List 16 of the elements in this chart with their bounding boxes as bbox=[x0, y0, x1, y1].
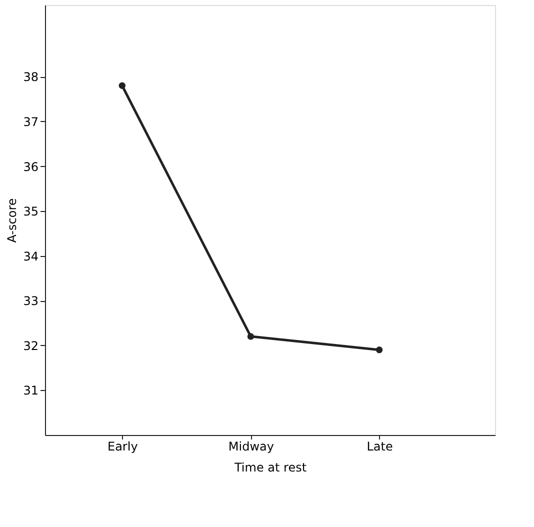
point bbox=[118, 82, 126, 89]
x-tick-label: Late bbox=[366, 440, 393, 454]
point bbox=[247, 333, 254, 340]
y-tick-label: 37 bbox=[23, 114, 38, 129]
y-tick-label: 38 bbox=[23, 70, 38, 84]
y-axis-title: A-score bbox=[5, 198, 20, 243]
x-tick-label: Midway bbox=[228, 440, 274, 454]
x-axis-title: Time at rest bbox=[233, 460, 307, 474]
y-tick-label: 33 bbox=[23, 294, 38, 308]
y-tick-label: 36 bbox=[23, 160, 38, 174]
y-tick-label: 32 bbox=[23, 338, 38, 353]
y-tick-label: 31 bbox=[23, 384, 38, 398]
point bbox=[376, 346, 383, 354]
y-tick-label: 34 bbox=[23, 249, 38, 264]
y-tick-label: 35 bbox=[23, 204, 38, 219]
x-tick-label: Early bbox=[107, 440, 138, 454]
